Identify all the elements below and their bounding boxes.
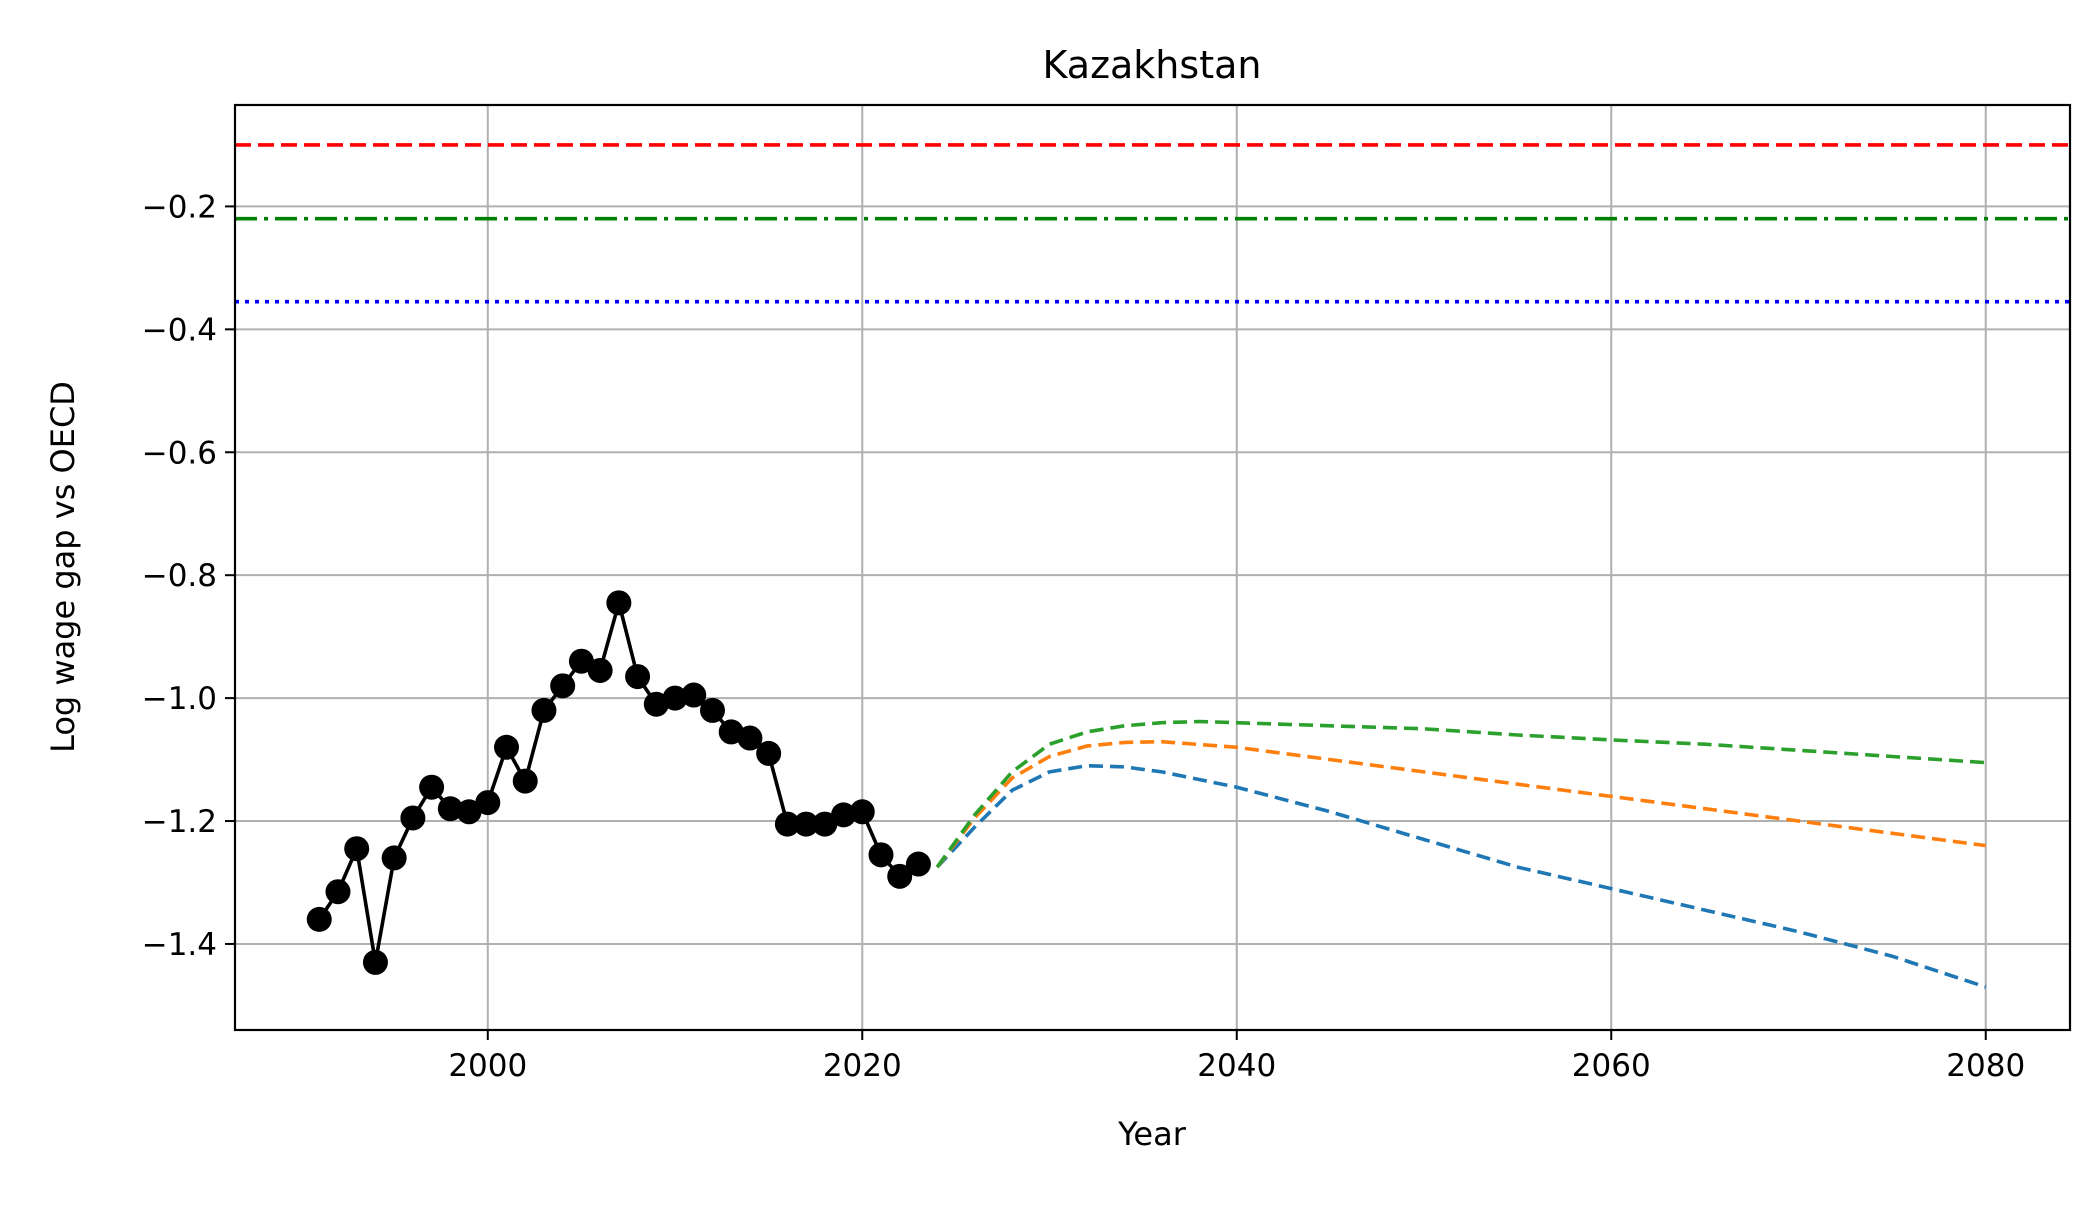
- data-point: [419, 774, 445, 800]
- data-point: [699, 697, 725, 723]
- data-point: [831, 802, 857, 828]
- data-point: [512, 768, 538, 794]
- data-point: [849, 799, 875, 825]
- data-point: [812, 811, 838, 837]
- data-point: [905, 851, 931, 877]
- y-tick-label: −1.2: [142, 804, 217, 840]
- y-tick-label: −0.4: [142, 312, 217, 348]
- data-point: [437, 796, 463, 822]
- x-tick-label: 2040: [1197, 1048, 1276, 1084]
- series-line: [935, 739, 1986, 869]
- data-point: [681, 682, 707, 708]
- data-point: [381, 845, 407, 871]
- data-point: [774, 811, 800, 837]
- data-point: [587, 657, 613, 683]
- x-tick-label: 2020: [823, 1048, 902, 1084]
- y-tick-label: −0.8: [142, 558, 217, 594]
- x-tick-label: 2060: [1572, 1048, 1651, 1084]
- grid-layer: [235, 105, 2070, 1030]
- tick-layer: 2000 2020 2040 2060 2080 −1.4 −1.2 −1.0 −0.8 −0.6…: [142, 189, 2025, 1084]
- data-point: [550, 673, 576, 699]
- x-tick-label: 2000: [448, 1048, 527, 1084]
- y-axis-label: Log wage gap vs OECD: [44, 381, 82, 753]
- data-point: [325, 879, 351, 905]
- y-tick-label: −1.0: [142, 681, 217, 717]
- data-point: [868, 842, 894, 868]
- data-point: [625, 664, 651, 690]
- data-point: [606, 590, 632, 616]
- data-point: [362, 949, 388, 975]
- plot-frame: [233, 103, 2072, 1032]
- data-point: [531, 697, 557, 723]
- series-layer: [306, 590, 1987, 989]
- series-line: [935, 719, 1986, 869]
- data-point: [737, 725, 763, 751]
- data-point: [456, 799, 482, 825]
- data-point: [887, 863, 913, 889]
- series-line: [317, 600, 920, 965]
- data-point: [793, 811, 819, 837]
- data-point: [344, 836, 370, 862]
- data-point: [568, 648, 594, 674]
- y-tick-label: −0.2: [142, 189, 217, 225]
- x-tick-label: 2080: [1946, 1048, 2025, 1084]
- y-tick-label: −0.6: [142, 435, 217, 471]
- reference-lines: [235, 143, 2070, 304]
- series-line: [935, 763, 1987, 989]
- y-tick-label: −1.4: [142, 927, 217, 963]
- data-point: [756, 740, 782, 766]
- x-axis-label: Year: [1117, 1115, 1187, 1153]
- data-point: [475, 790, 501, 816]
- data-point: [400, 805, 426, 831]
- data-point: [494, 734, 520, 760]
- chart-title: Kazakhstan: [1043, 43, 1262, 87]
- data-point: [662, 685, 688, 711]
- data-point: [306, 906, 332, 932]
